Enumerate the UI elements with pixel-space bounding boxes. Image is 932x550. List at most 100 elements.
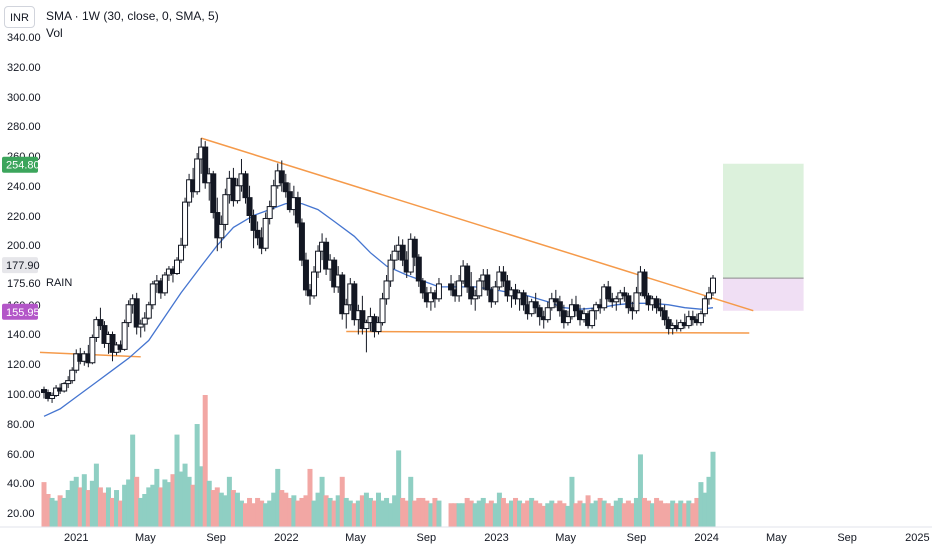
y-tick-label: 220.00 <box>7 211 41 223</box>
volume-bar <box>706 476 712 527</box>
candle <box>625 292 632 314</box>
x-axis: 2021 May Sep 2022 May Sep 2023 May Sep 2024 May Sep… <box>0 526 932 544</box>
candle <box>254 221 261 246</box>
candle-body <box>379 298 386 324</box>
volume-bar <box>57 495 63 527</box>
candle <box>141 312 148 332</box>
volume-bar <box>311 500 317 527</box>
candle <box>391 245 398 270</box>
candle-body <box>250 215 257 231</box>
volume-bar <box>424 500 430 527</box>
volume-bar <box>142 494 148 527</box>
volume-bar <box>698 482 704 527</box>
symbol-label: RAIN <box>46 277 72 289</box>
volume-bar <box>569 476 575 527</box>
candle-body <box>520 292 527 306</box>
volume-bar <box>126 479 132 527</box>
volume-bar <box>609 505 615 527</box>
volume-bar <box>380 500 386 527</box>
x-tick-label: May <box>345 532 366 544</box>
volume-bar <box>678 500 684 527</box>
volume-bar <box>263 503 269 527</box>
volume-bar <box>77 487 83 527</box>
volume-bar <box>460 503 466 527</box>
candle-body <box>500 271 507 282</box>
candle-body <box>476 280 483 297</box>
volume-bar <box>662 503 668 527</box>
volume-bar <box>247 497 253 527</box>
volume-bar <box>327 497 333 527</box>
volume-bar <box>97 487 103 527</box>
candle-body <box>697 313 704 324</box>
volume-bar <box>61 497 67 527</box>
volume-bar <box>420 497 426 527</box>
candle-body <box>689 316 696 321</box>
volume-bar <box>69 480 75 527</box>
volume-bar <box>597 497 603 527</box>
candle-body <box>415 256 422 282</box>
sma-line <box>43 202 714 417</box>
volume-bar <box>500 497 506 527</box>
volume-bar <box>492 503 498 527</box>
volume-bar <box>226 476 232 527</box>
volume-bar <box>45 494 51 527</box>
candle <box>294 191 301 228</box>
candle-body <box>625 295 632 309</box>
volume-bar <box>238 500 244 527</box>
candle <box>492 280 499 305</box>
y-tick-label: 100.00 <box>7 389 41 401</box>
volume-bar <box>549 500 555 527</box>
volume-bar <box>243 503 249 527</box>
volume-bar <box>565 505 571 527</box>
candle-body <box>194 158 201 193</box>
candle-body <box>53 387 60 396</box>
volume-legend-label[interactable]: Vol <box>46 26 63 40</box>
candle <box>552 289 559 308</box>
candle-body <box>504 280 511 297</box>
volume-bar <box>178 471 184 527</box>
candle <box>476 277 483 299</box>
volume-bar <box>194 424 200 527</box>
volume-bar <box>392 495 398 527</box>
candle-body <box>472 295 479 300</box>
volume-bar <box>351 503 357 527</box>
volume-bar <box>371 500 377 527</box>
y-tick-label: 200.00 <box>7 240 41 252</box>
volume-bar <box>367 497 373 527</box>
target-price-badge-text: 254.80 <box>6 160 40 172</box>
volume-bar <box>234 492 240 527</box>
candle-body <box>125 304 132 324</box>
volume-bar <box>694 497 700 527</box>
sma-legend-label[interactable]: SMA · 1W (30, close, 0, SMA, 5) <box>46 9 219 23</box>
volume-bar <box>605 503 611 527</box>
candle-body <box>536 307 543 318</box>
trendline <box>200 137 754 312</box>
candle-body <box>270 185 277 208</box>
candle-body <box>89 336 96 364</box>
candle <box>109 331 116 362</box>
candle <box>548 292 555 311</box>
volume-bar <box>625 500 631 527</box>
volume-bar <box>335 495 341 527</box>
candle <box>69 367 76 384</box>
candle-body <box>419 280 426 294</box>
volume-bar <box>484 503 490 527</box>
candle <box>415 254 422 287</box>
candle-body <box>311 271 318 297</box>
candle-body <box>145 304 152 319</box>
candle-body <box>359 310 366 330</box>
candle-body <box>375 322 382 333</box>
candle <box>339 272 346 320</box>
candle <box>65 376 72 389</box>
candle <box>435 277 442 302</box>
candle <box>689 310 696 326</box>
volume-bar <box>339 476 345 527</box>
volume-bar <box>283 492 289 527</box>
volume-bar <box>436 500 442 527</box>
candle <box>53 385 60 397</box>
volume-bar <box>408 476 414 527</box>
x-tick-label: Sep <box>416 532 436 544</box>
candle-body <box>391 250 398 261</box>
currency-selector[interactable]: INR <box>4 6 35 28</box>
